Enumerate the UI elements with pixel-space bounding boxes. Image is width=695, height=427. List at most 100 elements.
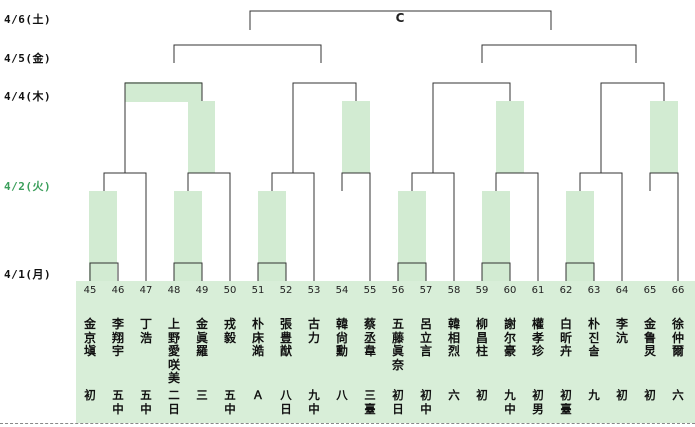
advance-highlight	[650, 101, 678, 173]
seed-number: 60	[503, 285, 517, 296]
seed-number: 59	[475, 285, 489, 296]
player-rank: 五中	[140, 388, 152, 416]
player-rank: 初	[84, 388, 96, 402]
seed-number: 49	[195, 285, 209, 296]
seed-number: 50	[223, 285, 237, 296]
player-rank: 二日	[168, 388, 180, 416]
seed-number: 55	[363, 285, 377, 296]
bracket-r1	[89, 262, 119, 281]
player-rank: 八日	[280, 388, 292, 416]
bracket-qf	[432, 82, 511, 101]
player-name: 徐仲爾	[671, 317, 684, 358]
advance-highlight	[482, 191, 510, 281]
player-rank: 初	[476, 388, 488, 402]
player-name: 韓尙勳	[335, 317, 348, 358]
seed-number: 48	[167, 285, 181, 296]
advance-highlight	[125, 82, 202, 102]
player-rank: 六	[448, 388, 460, 402]
player-name: 丁浩	[139, 317, 152, 345]
player-rank: 初	[644, 388, 656, 402]
player-rank: 五中	[224, 388, 236, 416]
bracket-r1	[257, 262, 287, 281]
player-rank: 九中	[308, 388, 320, 416]
player-name: 張豊猷	[279, 317, 292, 358]
seed-number: 46	[111, 285, 125, 296]
player-name: 呂立言	[419, 317, 432, 358]
player-name: 戎毅	[223, 317, 236, 345]
seed-number: 52	[279, 285, 293, 296]
player-name: 李翔宇	[111, 317, 124, 358]
bracket-r2	[649, 172, 679, 281]
player-name: 五藤眞奈	[391, 317, 404, 372]
advance-highlight	[188, 101, 215, 173]
bracket-sf	[173, 44, 322, 63]
player-rank: 六	[672, 388, 684, 402]
seed-number: 63	[587, 285, 601, 296]
bottom-rule	[0, 423, 695, 424]
seed-number: 61	[531, 285, 545, 296]
bracket-qf	[292, 82, 357, 101]
advance-highlight	[258, 191, 286, 281]
advance-highlight	[174, 191, 202, 281]
player-name: 古力	[307, 317, 320, 345]
bracket-r2	[495, 172, 539, 281]
player-name: 金京塡	[83, 317, 96, 358]
bracket-sf	[481, 44, 637, 63]
player-rank: 初日	[392, 388, 404, 416]
advance-highlight	[342, 101, 370, 173]
date-label-round2: 4/2(火)	[4, 180, 52, 193]
bracket-qf	[600, 82, 665, 101]
player-rank: 五中	[112, 388, 124, 416]
bracket-r1	[565, 262, 595, 281]
player-rank: Ａ	[252, 388, 264, 402]
player-name: 蔡丞韋	[363, 317, 376, 358]
player-rank: 八	[336, 388, 348, 402]
player-name: 上野愛咲美	[167, 317, 180, 385]
seed-number: 54	[335, 285, 349, 296]
bracket-r2	[187, 172, 231, 281]
seed-number: 62	[559, 285, 573, 296]
bracket-r1	[173, 262, 203, 281]
player-rank: 九中	[504, 388, 516, 416]
seed-number: 64	[615, 285, 629, 296]
date-label-quarterfinal: 4/4(木)	[4, 90, 52, 103]
seed-number: 51	[251, 285, 265, 296]
player-name: 朴床澔	[251, 317, 264, 358]
player-rank: 初中	[420, 388, 432, 416]
player-rank: 九	[588, 388, 600, 402]
seed-number: 56	[391, 285, 405, 296]
player-rank: 初男	[532, 388, 544, 416]
seed-number: 66	[671, 285, 685, 296]
date-label-semifinal: 4/5(金)	[4, 52, 52, 65]
final-label: C	[395, 11, 405, 25]
player-name: 金眞羅	[195, 317, 208, 358]
player-band	[76, 281, 695, 423]
player-name: 謝尔豪	[503, 317, 516, 358]
bracket-r1	[397, 262, 427, 281]
player-name: 白昕卉	[559, 317, 572, 358]
player-name: 韓相烈	[447, 317, 460, 358]
bracket-qf	[124, 82, 203, 101]
advance-highlight	[398, 191, 426, 281]
advance-highlight	[496, 101, 524, 173]
date-label-final: 4/6(土)	[4, 13, 52, 26]
seed-number: 53	[307, 285, 321, 296]
bracket-final	[249, 10, 552, 30]
seed-number: 45	[83, 285, 97, 296]
player-name: 柳昌柱	[475, 317, 488, 358]
player-rank: 初臺	[560, 388, 572, 416]
player-rank: 初	[616, 388, 628, 402]
date-label-round1: 4/1(月)	[4, 268, 52, 281]
player-name: 權孝珍	[531, 317, 544, 358]
bracket-r1	[481, 262, 511, 281]
player-name: 朴진솔	[587, 317, 600, 358]
seed-number: 65	[643, 285, 657, 296]
seed-number: 58	[447, 285, 461, 296]
seed-number: 57	[419, 285, 433, 296]
seed-number: 47	[139, 285, 153, 296]
advance-highlight	[566, 191, 594, 281]
player-rank: 三臺	[364, 388, 376, 416]
player-rank: 三	[196, 388, 208, 402]
